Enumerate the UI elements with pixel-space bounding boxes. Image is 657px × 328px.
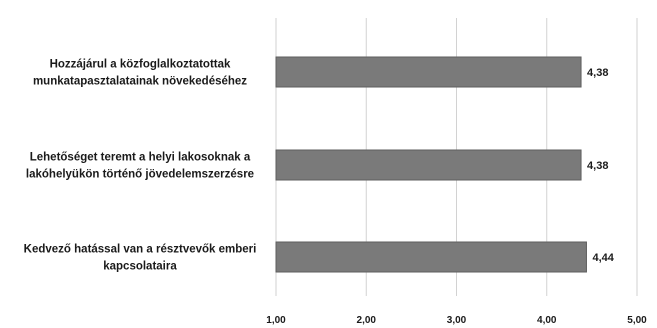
bar-value-label: 4,38 bbox=[587, 160, 608, 172]
category-label: Hozzájárul a közfoglalkoztatottak munkata… bbox=[33, 59, 247, 88]
bar-value-label: 4,38 bbox=[587, 67, 608, 79]
x-tick-label: 5,00 bbox=[627, 315, 647, 326]
x-tick-label: 3,00 bbox=[447, 315, 467, 326]
category-labels: Hozzájárul a közfoglalkoztatottak munkata… bbox=[24, 59, 257, 273]
category-label-line: kapcsolataira bbox=[103, 261, 177, 273]
bar-2 bbox=[276, 242, 586, 272]
category-label: Kedvező hatással van a résztvevők emberi… bbox=[24, 244, 257, 273]
category-label: Lehetőséget teremt a helyi lakosoknak a l… bbox=[26, 152, 254, 181]
x-tick-label: 4,00 bbox=[537, 315, 557, 326]
x-axis-tick-labels: 1,00 2,00 3,00 4,00 5,00 bbox=[266, 315, 647, 326]
category-label-line: munkatapasztalatainak növekedéséhez bbox=[33, 76, 247, 88]
bar-value-label: 4,44 bbox=[592, 252, 614, 264]
value-labels: 4,38 4,38 4,44 bbox=[587, 67, 615, 264]
x-tick-label: 1,00 bbox=[266, 315, 286, 326]
bars bbox=[276, 57, 586, 272]
category-label-line: Hozzájárul a közfoglalkoztatottak bbox=[50, 59, 231, 71]
category-label-line: Lehetőséget teremt a helyi lakosoknak a bbox=[30, 152, 251, 164]
category-label-line: lakóhelyükön történő jövedelemszerzésre bbox=[26, 169, 254, 181]
bar-1 bbox=[276, 150, 581, 180]
x-tick-label: 2,00 bbox=[357, 315, 377, 326]
bar-0 bbox=[276, 57, 581, 87]
category-label-line: Kedvező hatással van a résztvevők emberi bbox=[24, 244, 257, 256]
